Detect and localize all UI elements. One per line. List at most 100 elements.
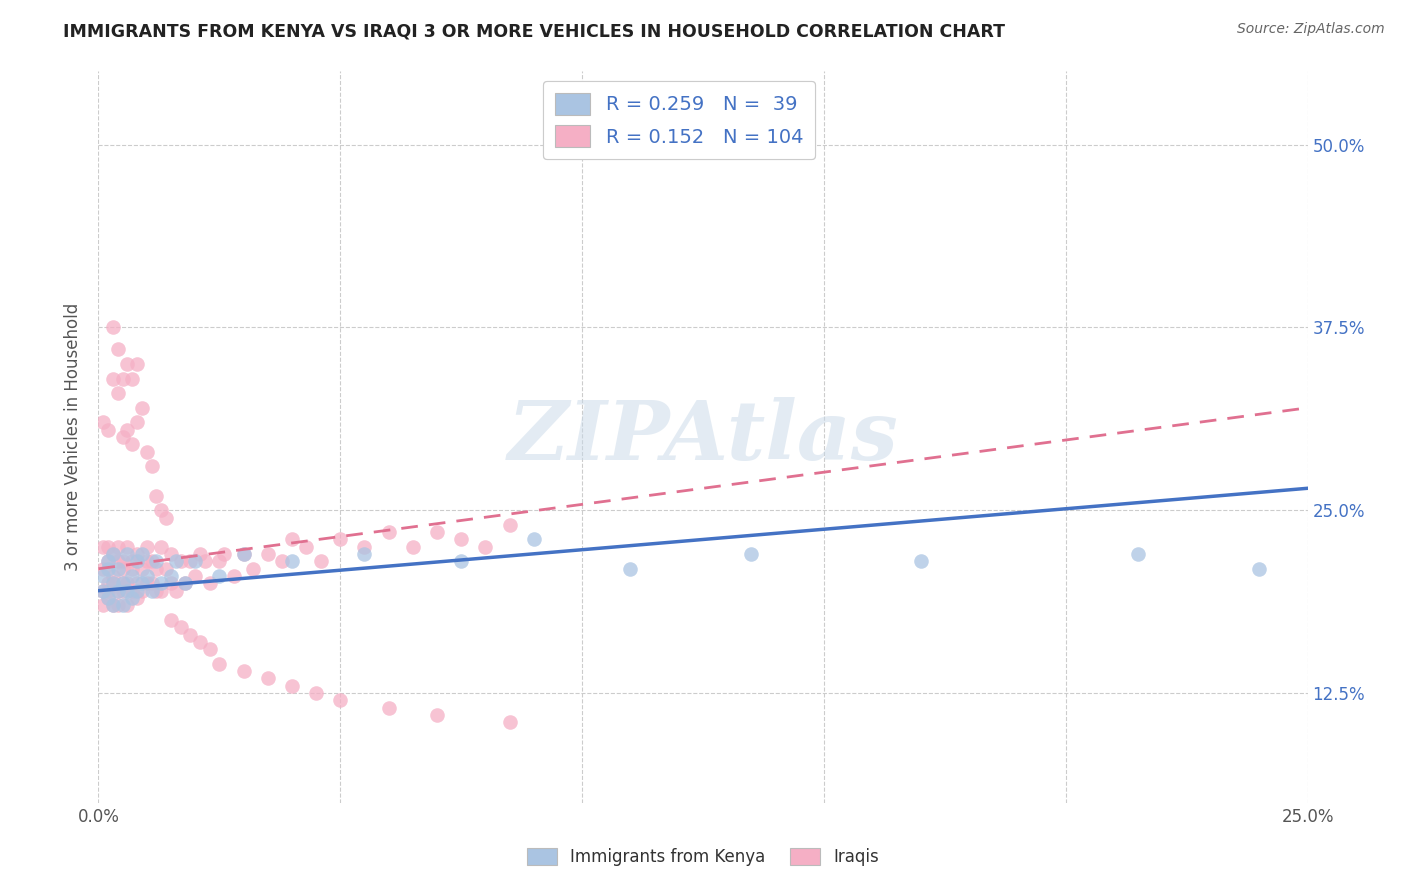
Point: [91, 562, 114, 576]
Point: [127, 416, 149, 430]
Point: [107, 583, 129, 598]
Point: [91, 583, 114, 598]
Point: [117, 599, 139, 613]
Point: [101, 547, 124, 561]
Point: [426, 708, 449, 723]
Point: [160, 576, 183, 591]
Point: [169, 620, 191, 634]
Point: [160, 613, 183, 627]
Text: IMMIGRANTS FROM KENYA VS IRAQI 3 OR MORE VEHICLES IN HOUSEHOLD CORRELATION CHART: IMMIGRANTS FROM KENYA VS IRAQI 3 OR MORE…: [63, 22, 1005, 40]
Point: [155, 562, 177, 576]
Point: [91, 540, 114, 554]
Point: [111, 562, 134, 576]
Point: [111, 371, 134, 385]
Point: [281, 554, 304, 568]
Point: [127, 547, 149, 561]
Point: [145, 583, 167, 598]
Point: [111, 576, 134, 591]
Point: [101, 576, 124, 591]
Point: [295, 540, 318, 554]
Point: [740, 547, 762, 561]
Point: [426, 525, 449, 540]
Point: [117, 547, 139, 561]
Point: [135, 444, 157, 458]
Point: [131, 547, 153, 561]
Point: [329, 533, 352, 547]
Point: [101, 569, 124, 583]
Point: [208, 657, 231, 671]
Point: [1249, 562, 1271, 576]
Point: [212, 547, 235, 561]
Point: [1128, 547, 1150, 561]
Point: [121, 562, 143, 576]
Point: [619, 562, 641, 576]
Point: [135, 540, 157, 554]
Point: [256, 672, 278, 686]
Point: [353, 540, 375, 554]
Point: [150, 540, 173, 554]
Point: [155, 510, 177, 524]
Point: [232, 547, 254, 561]
Point: [377, 700, 399, 714]
Point: [329, 693, 352, 707]
Point: [474, 540, 496, 554]
Point: [111, 554, 134, 568]
Point: [910, 554, 932, 568]
Point: [97, 554, 120, 568]
Point: [111, 430, 134, 444]
Point: [117, 357, 139, 371]
Point: [107, 562, 129, 576]
Point: [107, 540, 129, 554]
Point: [188, 547, 211, 561]
Point: [97, 423, 120, 437]
Point: [208, 554, 231, 568]
Point: [107, 583, 129, 598]
Point: [141, 576, 163, 591]
Point: [184, 569, 207, 583]
Point: [97, 554, 120, 568]
Point: [101, 320, 124, 334]
Point: [135, 569, 157, 583]
Point: [165, 583, 187, 598]
Point: [165, 554, 187, 568]
Point: [184, 554, 207, 568]
Point: [141, 459, 163, 474]
Point: [150, 576, 173, 591]
Point: [121, 371, 143, 385]
Point: [498, 517, 520, 532]
Point: [91, 599, 114, 613]
Point: [402, 540, 425, 554]
Point: [150, 583, 173, 598]
Point: [523, 533, 546, 547]
Point: [121, 554, 143, 568]
Point: [198, 576, 221, 591]
Point: [198, 642, 221, 657]
Point: [107, 599, 129, 613]
Text: ZIPAtlas: ZIPAtlas: [508, 397, 898, 477]
Point: [141, 554, 163, 568]
Point: [131, 401, 153, 415]
Point: [97, 583, 120, 598]
Text: Source: ZipAtlas.com: Source: ZipAtlas.com: [1237, 22, 1385, 37]
Point: [145, 554, 167, 568]
Point: [97, 591, 120, 605]
Point: [377, 525, 399, 540]
Point: [107, 386, 129, 401]
Point: [97, 562, 120, 576]
Point: [127, 583, 149, 598]
Point: [309, 554, 332, 568]
Point: [169, 554, 191, 568]
Y-axis label: 3 or more Vehicles in Household: 3 or more Vehicles in Household: [65, 303, 83, 571]
Point: [141, 583, 163, 598]
Point: [232, 547, 254, 561]
Point: [135, 576, 157, 591]
Point: [117, 540, 139, 554]
Point: [498, 715, 520, 730]
Point: [145, 562, 167, 576]
Legend: Immigrants from Kenya, Iraqis: Immigrants from Kenya, Iraqis: [519, 840, 887, 875]
Point: [281, 533, 304, 547]
Point: [305, 686, 328, 700]
Point: [145, 489, 167, 503]
Point: [188, 635, 211, 649]
Point: [256, 547, 278, 561]
